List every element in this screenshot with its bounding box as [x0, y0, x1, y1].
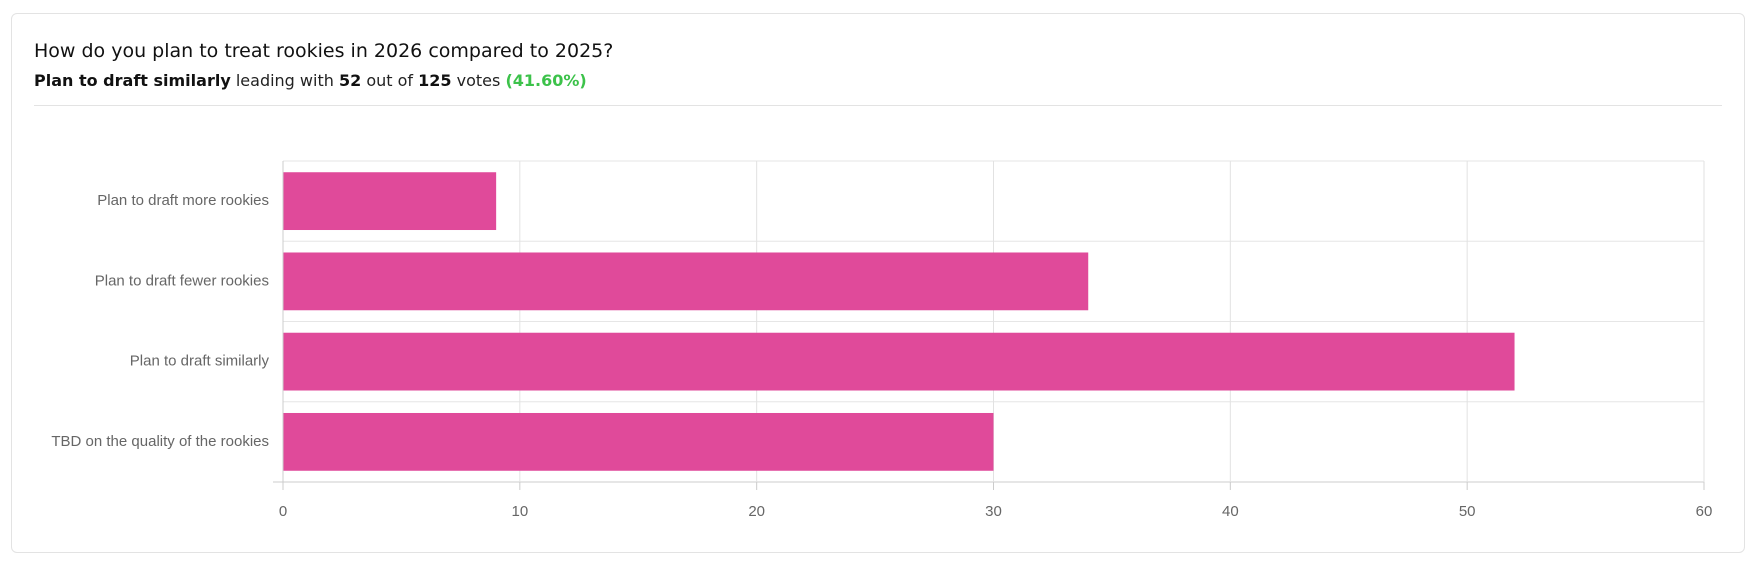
leader: Plan to draft similarly — [34, 71, 231, 90]
percent: (41.60%) — [505, 71, 587, 90]
separator — [34, 105, 1722, 106]
x-tick-label: 20 — [748, 503, 765, 520]
card: How do you plan to treat rookies in 2026… — [11, 13, 1745, 553]
summary-text: votes — [456, 71, 501, 90]
summary-text: leading with — [235, 71, 334, 90]
bar — [283, 172, 497, 231]
x-tick-label: 0 — [279, 503, 287, 520]
bar — [283, 252, 1089, 311]
summary: Plan to draft similarly leading with 52 … — [34, 71, 587, 90]
y-tick-label: Plan to draft similarly — [130, 353, 270, 370]
y-tick-label: Plan to draft fewer rookies — [95, 272, 269, 289]
chart-title: How do you plan to treat rookies in 2026… — [34, 40, 614, 62]
x-tick-label: 50 — [1459, 503, 1476, 520]
total: 125 — [418, 71, 452, 90]
x-tick-label: 30 — [985, 503, 1002, 520]
x-tick-label: 60 — [1696, 503, 1713, 520]
x-tick-label: 40 — [1222, 503, 1239, 520]
count: 52 — [338, 71, 362, 90]
bar — [283, 412, 994, 471]
summary-text: out of — [366, 71, 414, 90]
y-tick-label: Plan to draft more rookies — [97, 192, 269, 209]
y-tick-label: TBD on the quality of the rookies — [51, 433, 269, 450]
bar — [283, 332, 1515, 391]
x-tick-label: 10 — [511, 503, 528, 520]
